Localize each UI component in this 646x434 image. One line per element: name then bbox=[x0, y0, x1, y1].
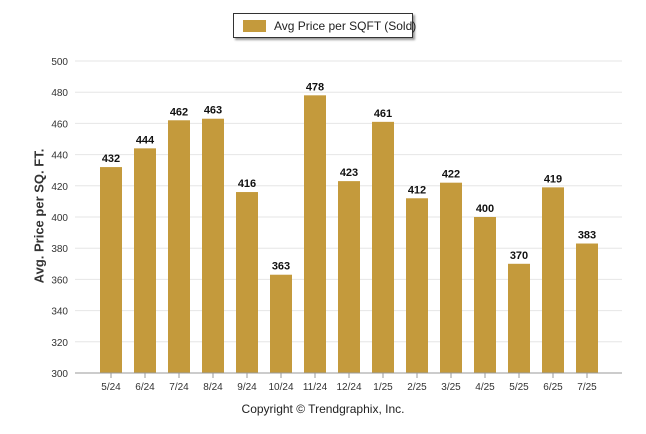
bar bbox=[338, 181, 360, 373]
x-tick-label: 9/24 bbox=[237, 382, 257, 393]
bar bbox=[270, 274, 292, 373]
x-tick-label: 7/24 bbox=[169, 382, 189, 393]
y-tick-label: 500 bbox=[51, 57, 68, 68]
bar bbox=[474, 217, 496, 373]
y-axis-ticks: 300 320 340 360 380 400 420 440 460 480 500 bbox=[51, 57, 68, 380]
bar bbox=[100, 167, 122, 373]
data-label: 444 bbox=[136, 134, 155, 146]
x-tick-label: 6/24 bbox=[135, 382, 155, 393]
y-tick-label: 440 bbox=[51, 151, 68, 162]
data-label: 462 bbox=[170, 106, 188, 118]
y-tick-label: 300 bbox=[51, 369, 68, 380]
bar bbox=[202, 118, 224, 373]
x-tick-label: 11/24 bbox=[303, 382, 328, 393]
legend-label: Avg Price per SQFT (Sold) bbox=[274, 19, 417, 33]
y-tick-label: 460 bbox=[51, 119, 68, 130]
x-tick-label: 1/25 bbox=[373, 382, 393, 393]
y-tick-label: 400 bbox=[51, 213, 68, 224]
bar bbox=[134, 148, 156, 373]
y-tick-label: 480 bbox=[51, 88, 68, 99]
x-axis-ticks: 5/24 6/24 7/24 8/24 9/24 10/24 11/24 12/24 1/25 2… bbox=[101, 373, 597, 393]
x-tick-label: 12/24 bbox=[336, 382, 361, 393]
legend: Avg Price per SQFT (Sold) bbox=[233, 13, 417, 38]
bar bbox=[304, 95, 326, 373]
x-tick-label: 6/25 bbox=[543, 382, 563, 393]
bar bbox=[168, 120, 190, 373]
y-tick-label: 420 bbox=[51, 182, 68, 193]
data-label: 478 bbox=[306, 81, 324, 93]
x-tick-label: 7/25 bbox=[577, 382, 597, 393]
data-label: 463 bbox=[204, 105, 222, 117]
data-label: 383 bbox=[578, 230, 596, 242]
bar bbox=[576, 243, 598, 373]
y-tick-label: 380 bbox=[51, 244, 68, 255]
data-labels: 432 444 462 463 416 363 478 423 461 412 422 400 370 4… bbox=[102, 81, 596, 272]
bar bbox=[372, 121, 394, 373]
data-label: 423 bbox=[340, 167, 358, 179]
bar bbox=[542, 187, 564, 373]
data-label: 412 bbox=[408, 184, 426, 196]
y-axis-title: Avg. Price per SQ. FT. bbox=[31, 148, 47, 284]
x-tick-label: 2/25 bbox=[407, 382, 427, 393]
bar bbox=[508, 263, 530, 373]
data-label: 400 bbox=[476, 203, 494, 215]
x-tick-label: 4/25 bbox=[475, 382, 495, 393]
x-tick-label: 10/24 bbox=[268, 382, 293, 393]
y-tick-label: 320 bbox=[51, 338, 68, 349]
bar bbox=[236, 192, 258, 373]
data-label: 419 bbox=[544, 173, 562, 185]
bar bbox=[440, 182, 462, 373]
data-label: 416 bbox=[238, 178, 256, 190]
bar bbox=[406, 198, 428, 373]
bars bbox=[100, 95, 598, 373]
data-label: 370 bbox=[510, 250, 528, 262]
x-tick-label: 5/24 bbox=[101, 382, 121, 393]
y-tick-label: 360 bbox=[51, 275, 68, 286]
x-tick-label: 3/25 bbox=[441, 382, 461, 393]
y-tick-label: 340 bbox=[51, 307, 68, 318]
legend-swatch bbox=[243, 20, 266, 32]
x-tick-label: 8/24 bbox=[203, 382, 223, 393]
data-label: 432 bbox=[102, 153, 120, 165]
copyright-footer: Copyright © Trendgraphix, Inc. bbox=[241, 402, 405, 416]
data-label: 363 bbox=[272, 261, 290, 273]
x-tick-label: 5/25 bbox=[509, 382, 529, 393]
data-label: 422 bbox=[442, 169, 460, 181]
data-label: 461 bbox=[374, 108, 392, 120]
